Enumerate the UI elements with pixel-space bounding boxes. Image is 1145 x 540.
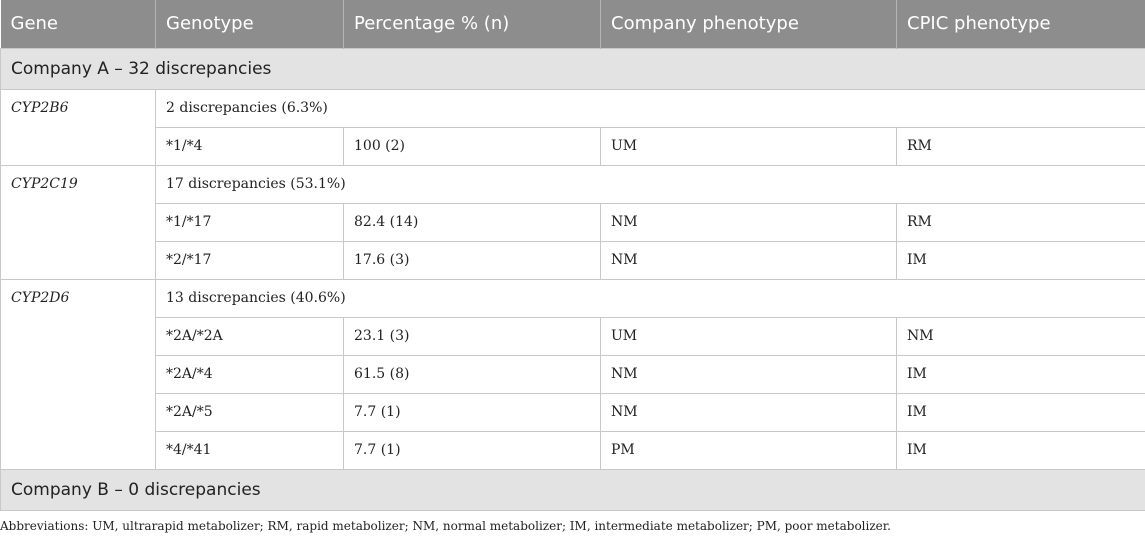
cpic-phenotype-cell: RM	[896, 203, 1145, 242]
header-row: Gene Genotype Percentage % (n) Company p…	[0, 0, 1145, 48]
company-phenotype-cell: NM	[600, 203, 897, 242]
genotype-cell: *2/*17	[155, 241, 344, 280]
gene-summary: 2 discrepancies (6.3%)	[155, 89, 1145, 128]
cpic-phenotype-cell: IM	[896, 431, 1145, 470]
header-company-phenotype: Company phenotype	[600, 0, 897, 48]
section-row: Company B – 0 discrepancies	[0, 468, 1145, 511]
gene-name: CYP2B6	[0, 89, 156, 166]
section-row: Company A – 32 discrepancies	[0, 47, 1145, 90]
gene-summary-row: CYP2B6 2 discrepancies (6.3%)	[0, 89, 1145, 166]
header-genotype: Genotype	[155, 0, 344, 48]
percentage-cell: 23.1 (3)	[343, 317, 601, 356]
table-row: *2A/*2A 23.1 (3) UM NM	[1, 317, 1145, 356]
company-phenotype-cell: NM	[600, 355, 897, 394]
table-row: *1/*4 100 (2) UM RM	[1, 127, 1145, 166]
gene-summary-row: CYP2C19 17 discrepancies (53.1%)	[0, 165, 1145, 280]
cpic-phenotype-cell: IM	[896, 393, 1145, 432]
company-phenotype-cell: NM	[600, 393, 897, 432]
discrepancy-table: Gene Genotype Percentage % (n) Company p…	[0, 0, 1145, 511]
genotype-cell: *2A/*5	[155, 393, 344, 432]
percentage-cell: 17.6 (3)	[343, 241, 601, 280]
cpic-phenotype-cell: NM	[896, 317, 1145, 356]
table-row: *4/*41 7.7 (1) PM IM	[1, 431, 1145, 470]
table-row: *2/*17 17.6 (3) NM IM	[1, 241, 1145, 280]
header-gene: Gene	[0, 0, 156, 48]
footnote: Abbreviations: UM, ultrarapid metabolize…	[0, 518, 891, 533]
company-phenotype-cell: UM	[600, 317, 897, 356]
gene-name: CYP2D6	[0, 279, 156, 470]
header-cpic-phenotype: CPIC phenotype	[896, 0, 1145, 48]
percentage-cell: 100 (2)	[343, 127, 601, 166]
cpic-phenotype-cell: RM	[896, 127, 1145, 166]
gene-summary: 17 discrepancies (53.1%)	[155, 165, 1145, 204]
gene-name: CYP2C19	[0, 165, 156, 280]
table-row: *2A/*5 7.7 (1) NM IM	[1, 393, 1145, 432]
section-label: Company A – 32 discrepancies	[0, 47, 1145, 90]
genotype-cell: *2A/*4	[155, 355, 344, 394]
percentage-cell: 7.7 (1)	[343, 431, 601, 470]
genotype-cell: *2A/*2A	[155, 317, 344, 356]
genotype-cell: *1/*17	[155, 203, 344, 242]
cpic-phenotype-cell: IM	[896, 355, 1145, 394]
genotype-cell: *4/*41	[155, 431, 344, 470]
gene-summary: 13 discrepancies (40.6%)	[155, 279, 1145, 318]
percentage-cell: 61.5 (8)	[343, 355, 601, 394]
company-phenotype-cell: NM	[600, 241, 897, 280]
genotype-cell: *1/*4	[155, 127, 344, 166]
company-phenotype-cell: UM	[600, 127, 897, 166]
percentage-cell: 82.4 (14)	[343, 203, 601, 242]
cpic-phenotype-cell: IM	[896, 241, 1145, 280]
company-phenotype-cell: PM	[600, 431, 897, 470]
table-row: *1/*17 82.4 (14) NM RM	[1, 203, 1145, 242]
gene-summary-row: CYP2D6 13 discrepancies (40.6%)	[0, 279, 1145, 470]
section-label: Company B – 0 discrepancies	[0, 468, 1145, 511]
table-row: *2A/*4 61.5 (8) NM IM	[1, 355, 1145, 394]
percentage-cell: 7.7 (1)	[343, 393, 601, 432]
header-percentage: Percentage % (n)	[343, 0, 601, 48]
